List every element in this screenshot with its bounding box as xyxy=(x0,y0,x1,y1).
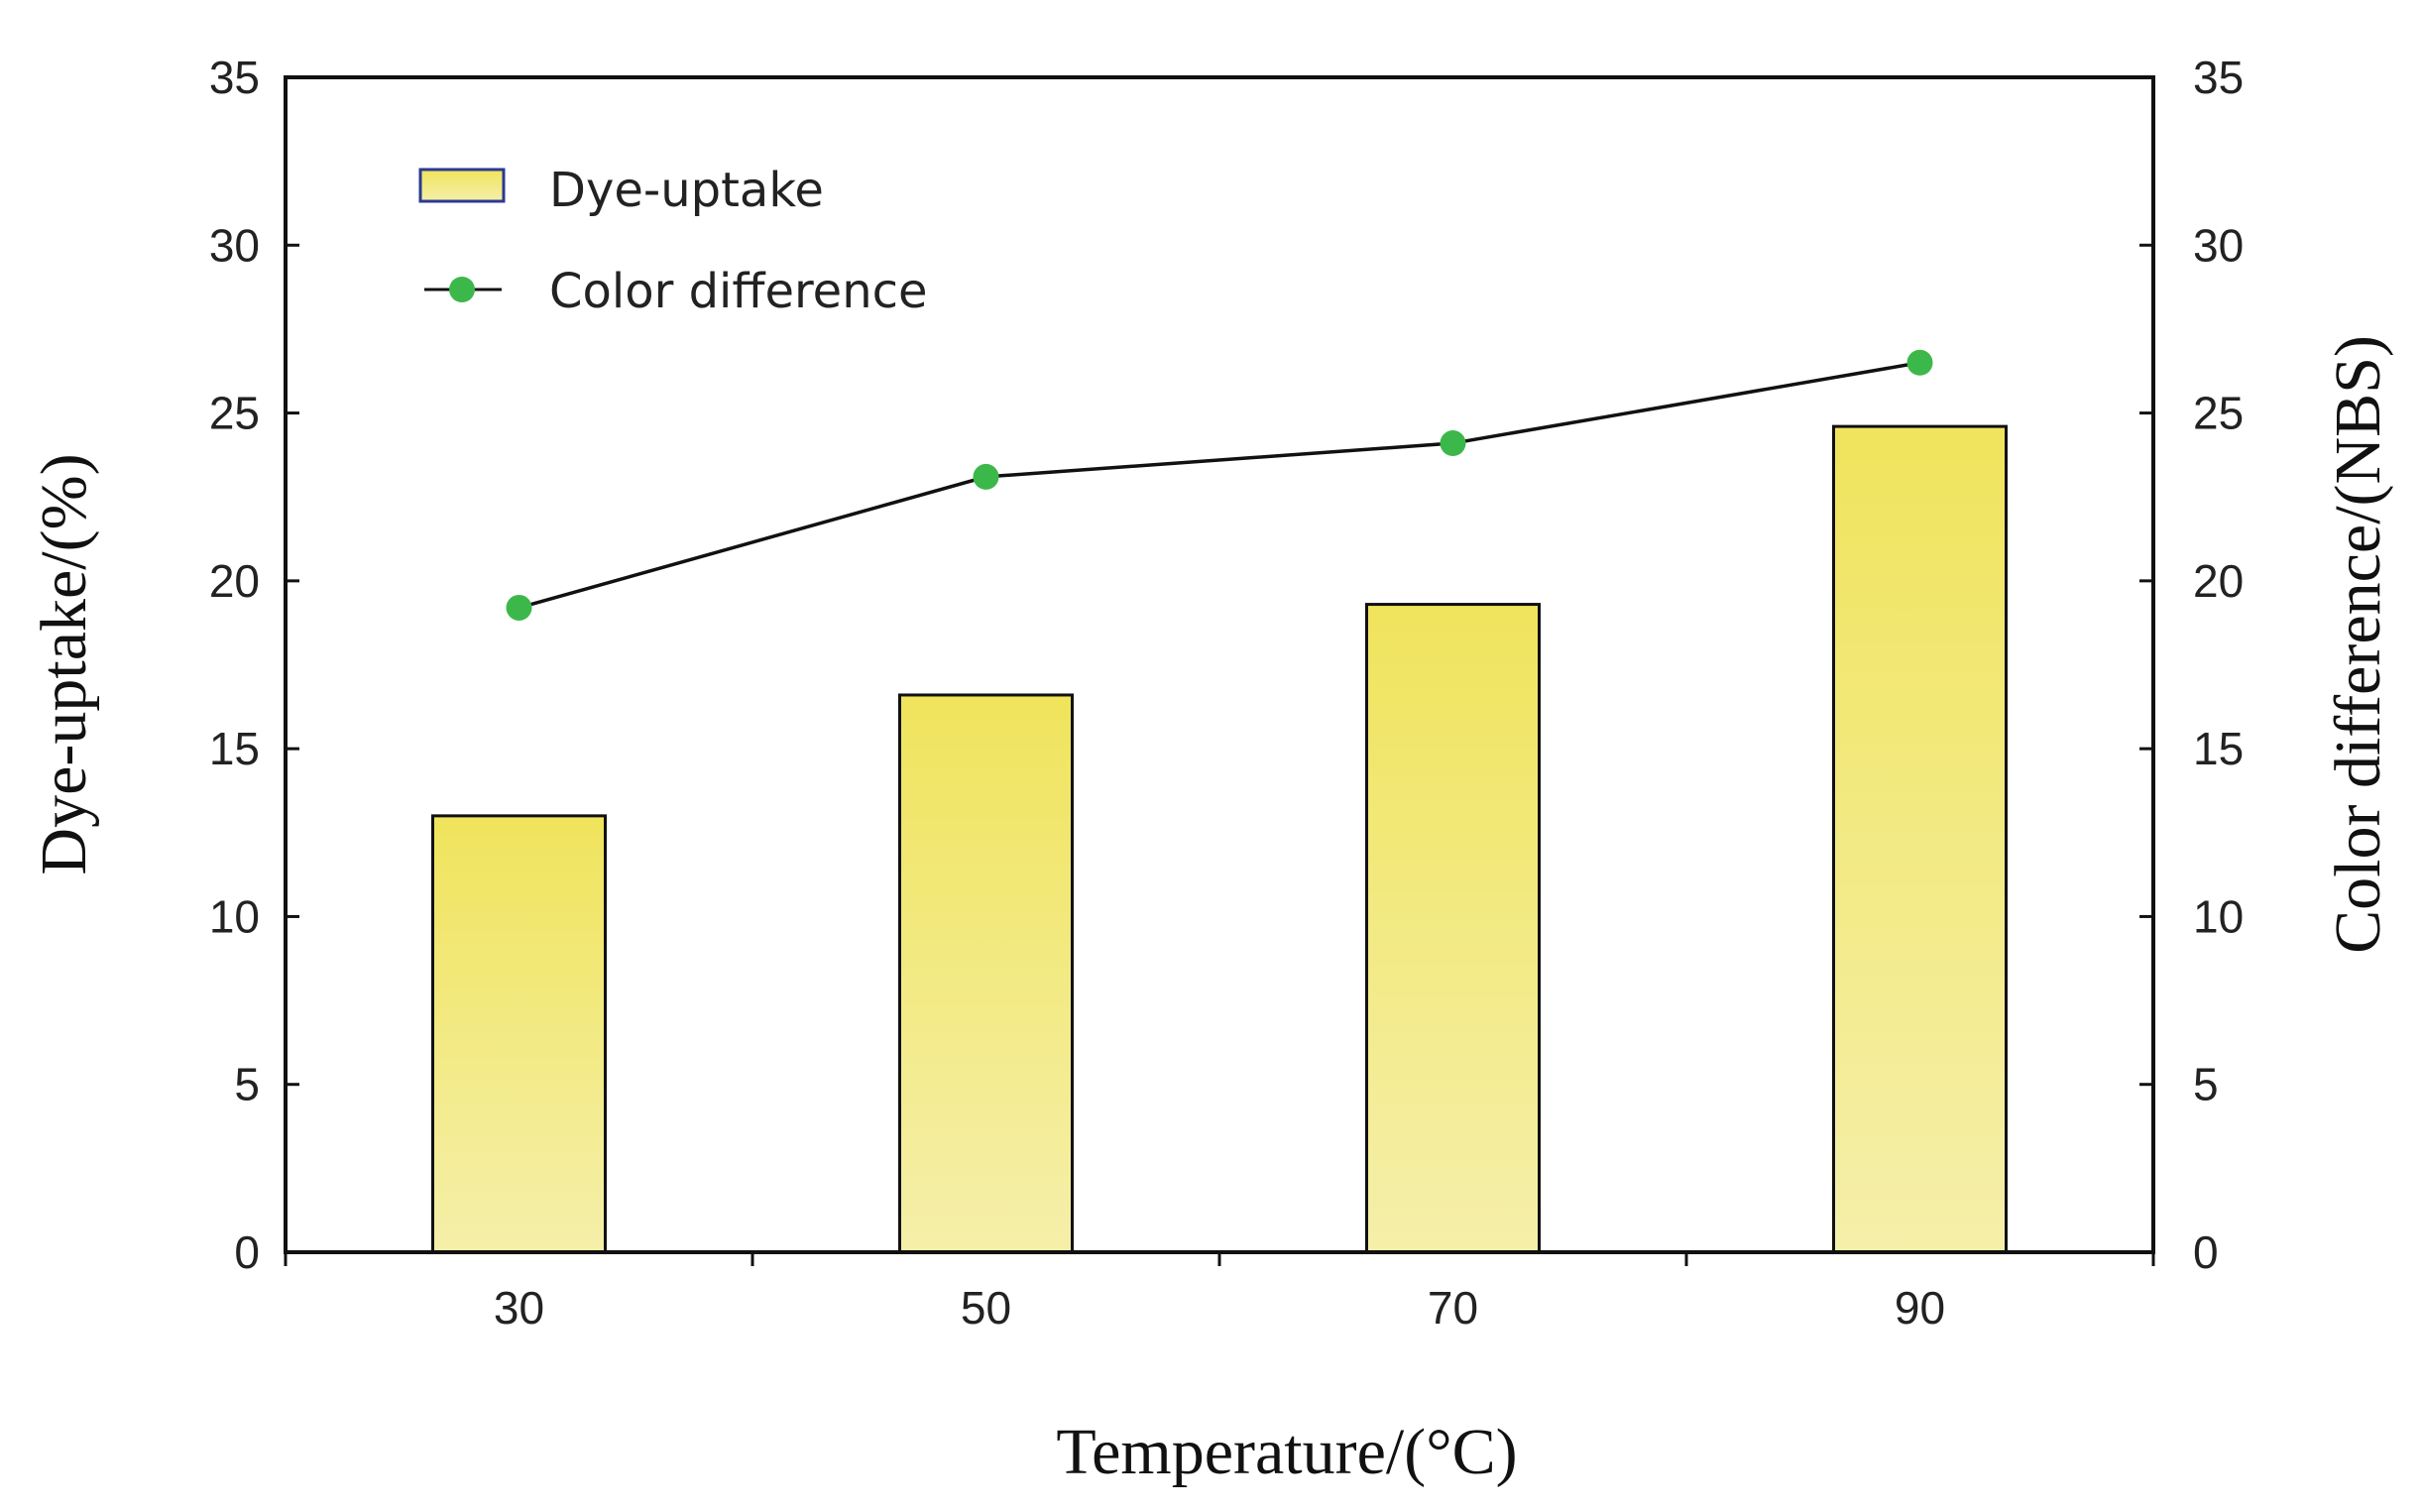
legend: Dye-uptake Color difference xyxy=(418,163,928,319)
left-tick-label: 20 xyxy=(209,555,260,607)
left-y-axis: 0 5 10 15 20 25 30 35 xyxy=(209,52,299,1278)
x-axis-title: Temperature/(°C) xyxy=(1056,1416,1517,1488)
bar-50 xyxy=(898,693,1074,1254)
left-tick-label: 0 xyxy=(234,1226,260,1278)
right-tick-label: 0 xyxy=(2193,1226,2219,1278)
x-tick-label: 30 xyxy=(494,1282,544,1334)
right-y-axis-title: Color difference/(NBS) xyxy=(2322,335,2394,954)
x-axis: 30 50 70 90 xyxy=(284,1252,2155,1334)
legend-label-color-difference: Color difference xyxy=(549,264,928,319)
right-tick-label: 30 xyxy=(2193,219,2244,271)
line-point-50 xyxy=(973,463,999,490)
right-tick-label: 25 xyxy=(2193,388,2244,439)
left-y-axis-title: Dye-uptake/(%) xyxy=(28,453,100,874)
bar-30 xyxy=(431,814,607,1254)
bar-90 xyxy=(1832,424,2008,1254)
right-tick-label: 10 xyxy=(2193,890,2244,942)
line-point-30 xyxy=(506,594,532,621)
line-point-70 xyxy=(1440,430,1466,457)
line-series xyxy=(506,349,1933,621)
x-tick-label: 70 xyxy=(1428,1282,1478,1334)
right-tick-label: 20 xyxy=(2193,555,2244,607)
line-point-90 xyxy=(1906,349,1933,376)
left-tick-label: 35 xyxy=(209,52,260,103)
bar-70 xyxy=(1365,603,1541,1254)
left-tick-label: 30 xyxy=(209,219,260,271)
left-tick-label: 5 xyxy=(234,1059,260,1110)
right-tick-label: 15 xyxy=(2193,723,2244,774)
left-tick-label: 25 xyxy=(209,388,260,439)
color-difference-line xyxy=(519,361,1920,610)
right-tick-label: 35 xyxy=(2193,52,2244,103)
x-tick-label: 90 xyxy=(1895,1282,1945,1334)
bar-series xyxy=(431,424,2008,1254)
left-tick-label: 15 xyxy=(209,723,260,774)
right-y-axis: 0 5 10 15 20 25 30 35 xyxy=(2139,52,2244,1278)
legend-line-marker xyxy=(449,277,475,302)
left-tick-label: 10 xyxy=(209,890,260,942)
x-tick-label: 50 xyxy=(961,1282,1011,1334)
legend-label-dye-uptake: Dye-uptake xyxy=(549,163,824,218)
right-tick-label: 5 xyxy=(2193,1059,2219,1110)
legend-bar-swatch xyxy=(418,168,506,203)
